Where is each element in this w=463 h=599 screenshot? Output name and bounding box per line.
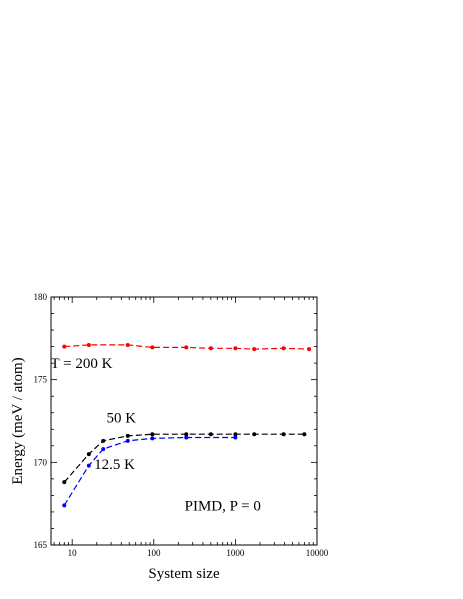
x-tick-label: 10 bbox=[68, 548, 78, 558]
plot-border bbox=[50, 296, 318, 546]
data-point bbox=[62, 344, 67, 349]
data-point bbox=[184, 432, 189, 437]
annotation-label: 50 K bbox=[107, 411, 137, 427]
x-tick-label: 10000 bbox=[306, 548, 329, 558]
y-tick-label: 165 bbox=[34, 540, 48, 550]
data-point bbox=[150, 345, 155, 350]
data-point bbox=[86, 452, 91, 457]
plot-frame bbox=[50, 296, 318, 546]
data-point bbox=[125, 438, 130, 443]
data-series bbox=[62, 342, 312, 508]
x-tick-label: 100 bbox=[147, 548, 161, 558]
y-tick-label: 170 bbox=[34, 457, 48, 467]
annotation-label: PIMD, P = 0 bbox=[185, 498, 261, 514]
x-tick-label: 1000 bbox=[226, 548, 245, 558]
y-axis-label: Energy (meV / atom) bbox=[10, 357, 26, 484]
y-tick-label: 175 bbox=[34, 375, 48, 385]
data-point bbox=[125, 342, 130, 347]
data-point bbox=[125, 433, 130, 438]
data-point bbox=[281, 346, 286, 351]
data-point bbox=[150, 432, 155, 437]
data-point bbox=[86, 342, 91, 347]
annotation-label: T = 200 K bbox=[51, 356, 113, 372]
data-point bbox=[184, 345, 189, 350]
data-point bbox=[150, 436, 155, 441]
series-line-2 bbox=[63, 436, 236, 506]
data-point bbox=[252, 347, 257, 352]
axis-ticks: 10 100 1000 10000 165 170 175 180 bbox=[34, 292, 329, 558]
data-point bbox=[184, 435, 189, 440]
data-point bbox=[252, 432, 257, 437]
x-axis-label: System size bbox=[148, 566, 220, 582]
data-point bbox=[208, 432, 213, 437]
annotation-label: 12.5 K bbox=[94, 457, 135, 473]
data-point bbox=[281, 432, 286, 437]
data-point bbox=[86, 463, 91, 468]
data-point bbox=[101, 438, 106, 443]
data-point bbox=[101, 447, 106, 452]
data-point bbox=[233, 346, 238, 351]
data-point bbox=[307, 347, 312, 352]
data-point bbox=[62, 480, 67, 485]
data-point bbox=[62, 503, 67, 508]
data-point bbox=[233, 435, 238, 440]
data-point bbox=[208, 346, 213, 351]
data-point bbox=[233, 432, 238, 437]
annotations: T = 200 K 50 K 12.5 K PIMD, P = 0 bbox=[51, 356, 261, 514]
data-point bbox=[302, 432, 307, 437]
y-tick-label: 180 bbox=[34, 292, 48, 302]
